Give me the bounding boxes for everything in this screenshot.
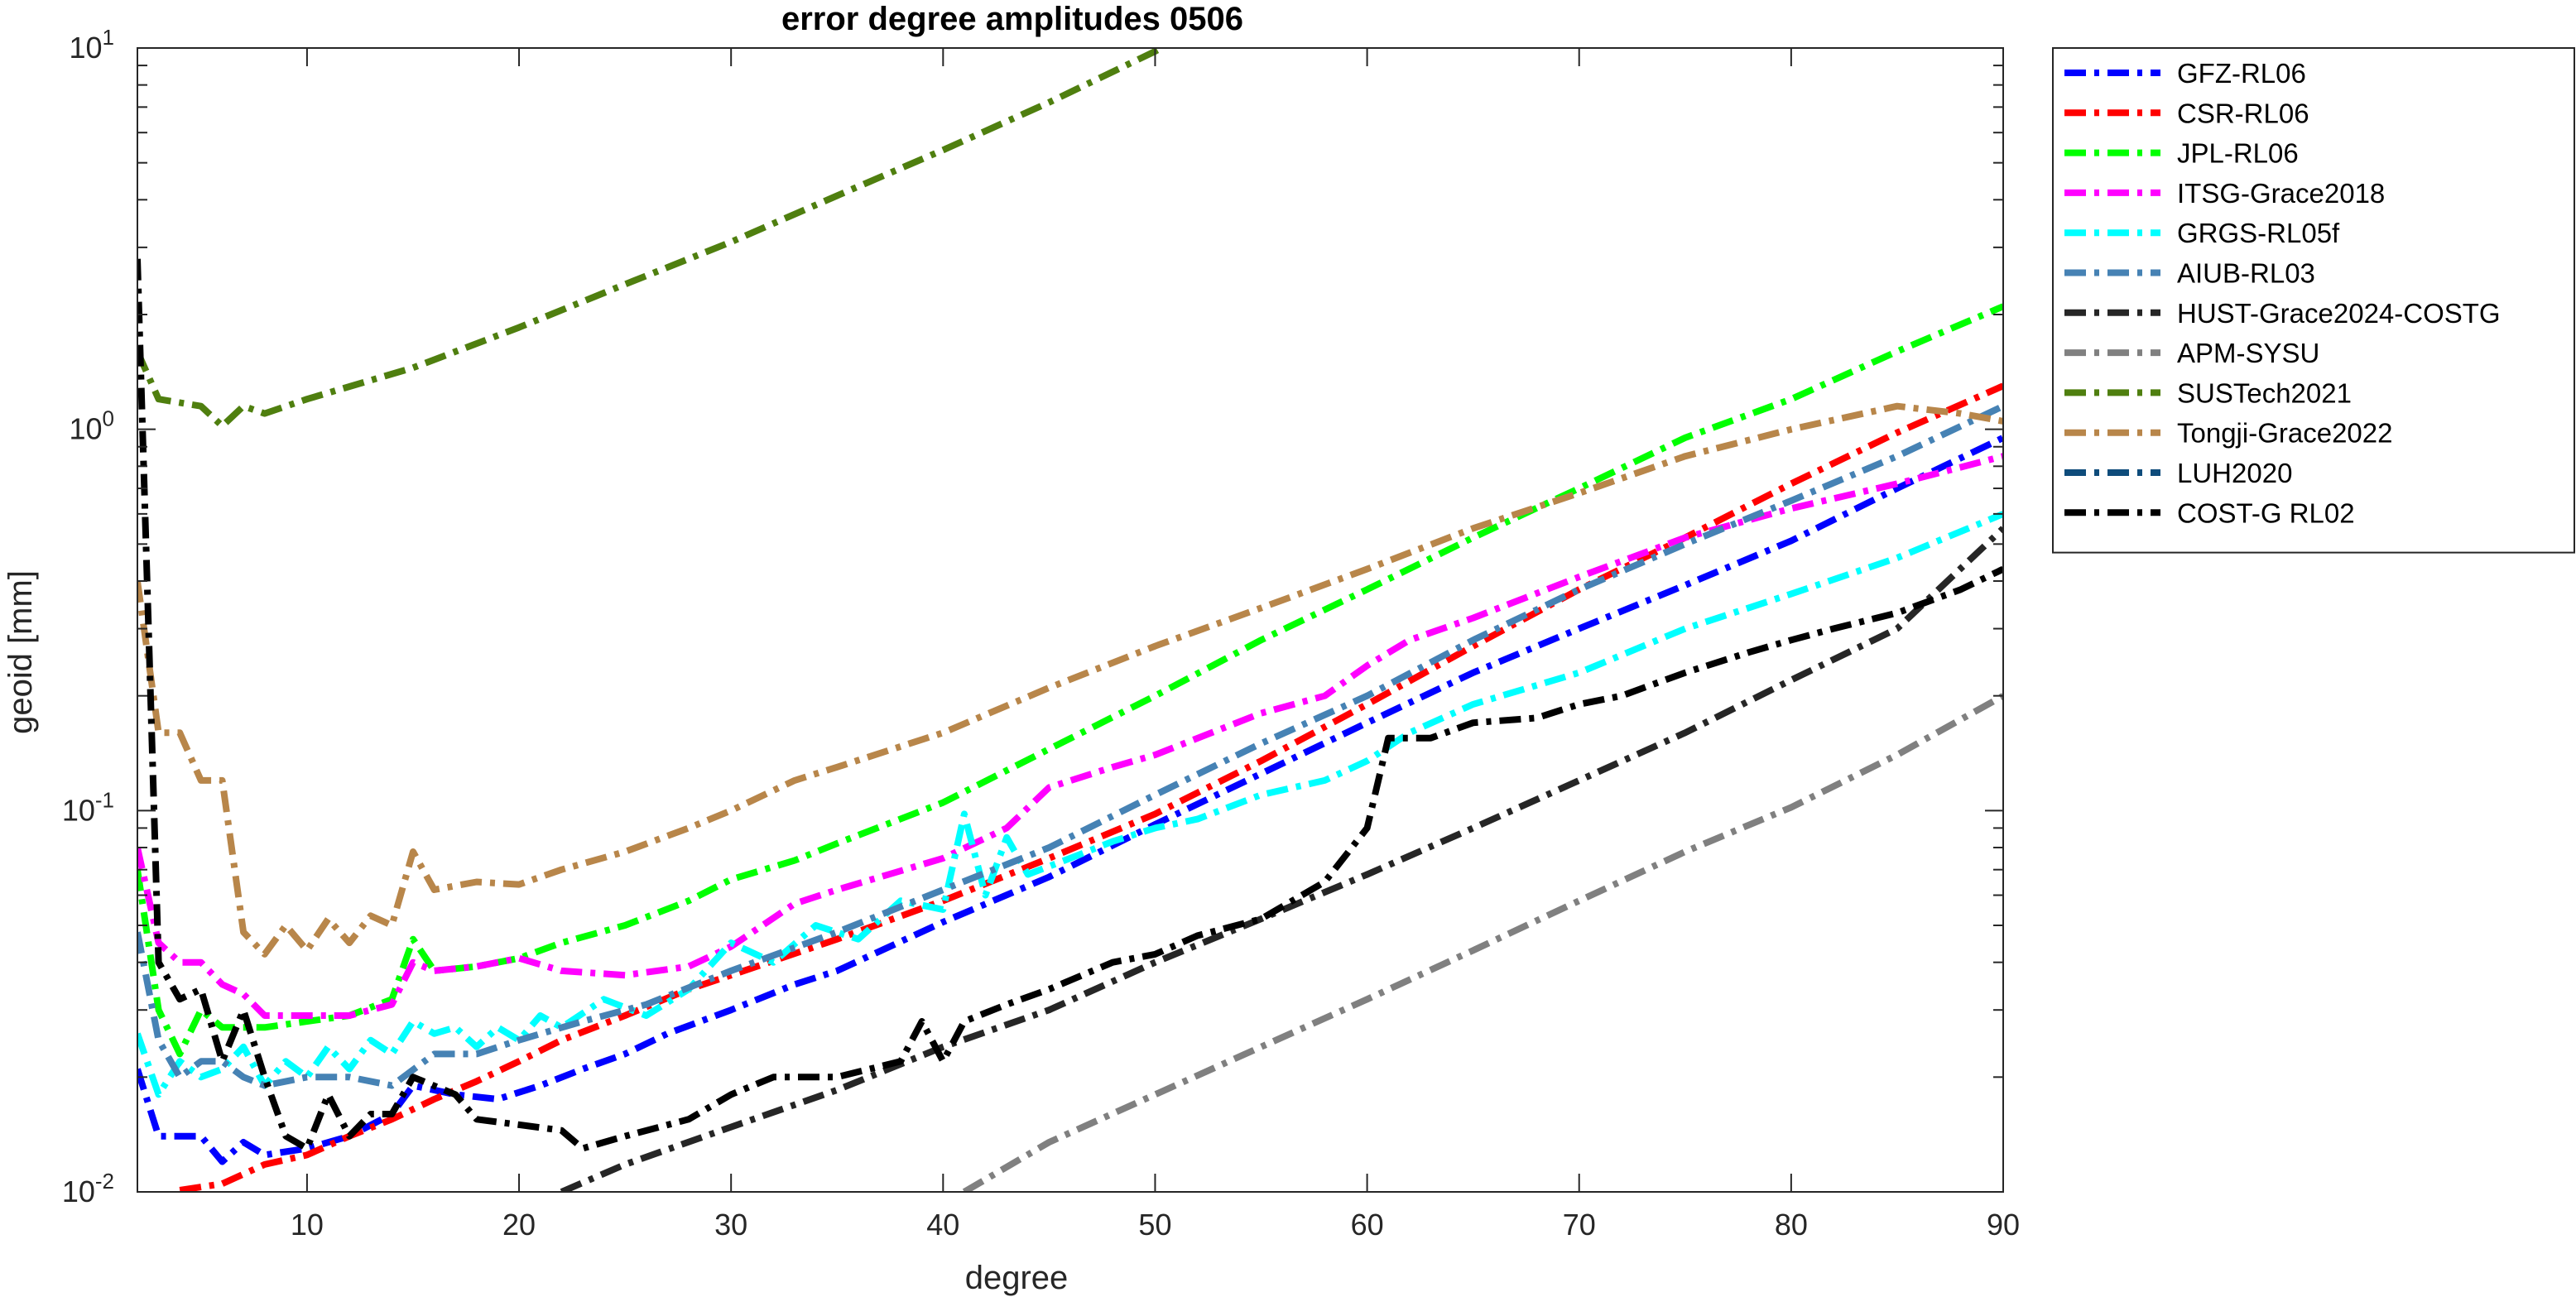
y-tick-exponent: -2	[95, 1169, 114, 1194]
legend-label: AIUB-RL03	[2177, 258, 2315, 289]
x-tick-label: 80	[1775, 1208, 1808, 1242]
series-line-5	[137, 403, 2003, 1089]
series-line-2	[137, 303, 2003, 1058]
y-tick-exponent: 0	[103, 406, 114, 431]
legend-box	[2052, 47, 2575, 554]
legend-label: COST-G RL02	[2177, 497, 2355, 528]
y-tick-exponent: 1	[103, 25, 114, 50]
legend-label: JPL-RL06	[2177, 138, 2299, 169]
x-tick-label: 90	[1987, 1208, 2020, 1242]
legend-label: HUST-Grace2024-COSTG	[2177, 298, 2501, 329]
plot-area-border	[137, 47, 2004, 1193]
plot-lines	[137, 48, 2003, 1192]
series-line-6	[560, 526, 2003, 1192]
legend-label: LUH2020	[2177, 458, 2292, 488]
x-tick-label: 30	[714, 1208, 747, 1242]
x-tick-label: 60	[1351, 1208, 1384, 1242]
series-line-11	[137, 258, 2003, 1152]
series-line-3	[137, 453, 2003, 1019]
legend-label: APM-SYSU	[2177, 338, 2319, 368]
legend-label: GRGS-RL05f	[2177, 218, 2340, 248]
x-tick-label: 70	[1563, 1208, 1596, 1242]
x-axis-label: degree	[965, 1260, 1069, 1296]
y-axis-label: geoid [mm]	[2, 570, 39, 734]
series-line-7	[962, 693, 2003, 1192]
x-tick-label: 10	[291, 1208, 324, 1242]
series-line-8	[137, 48, 1169, 430]
y-tick-exponent: -1	[95, 787, 114, 812]
axes-frame	[137, 47, 2004, 1193]
legend-label: SUSTech2021	[2177, 377, 2352, 408]
legend-label: Tongji-Grace2022	[2177, 418, 2393, 449]
legend: GFZ-RL06 CSR-RL06 JPL-RL06 ITSG-Grace2018 GR…	[2052, 47, 2575, 554]
x-tick-label: 20	[502, 1208, 536, 1242]
series-line-0	[137, 435, 2003, 1165]
chart-title: error degree amplitudes 0506	[781, 1, 1243, 37]
x-axis-ticks: 10 20 30 40 50 60 70 80 90	[291, 48, 2020, 1242]
x-tick-label: 40	[926, 1208, 959, 1242]
series-line-9	[137, 402, 2003, 958]
x-tick-label: 50	[1138, 1208, 1171, 1242]
legend-label: CSR-RL06	[2177, 98, 2309, 128]
legend-label: GFZ-RL06	[2177, 58, 2306, 89]
legend-label: ITSG-Grace2018	[2177, 178, 2385, 209]
